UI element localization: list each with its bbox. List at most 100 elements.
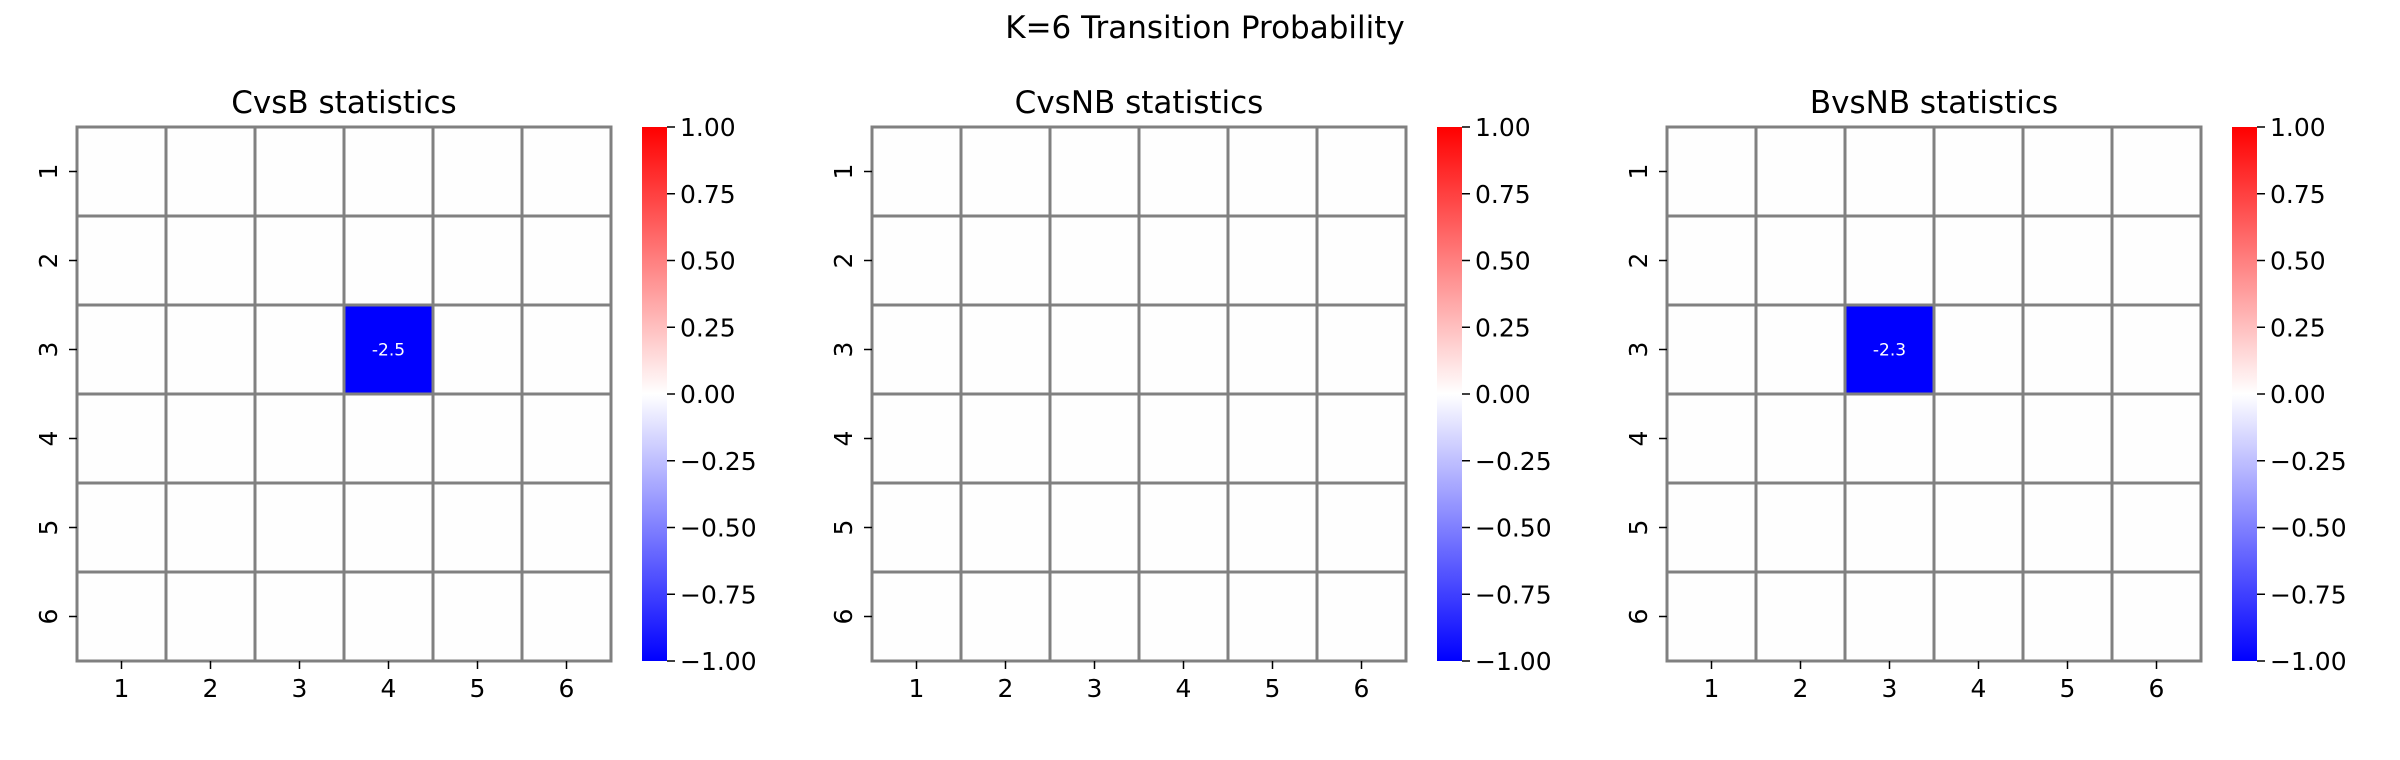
y-tick-label: 1	[34, 164, 63, 180]
heatmap-cell	[1843, 125, 1936, 218]
x-tick-label: 2	[1793, 674, 1809, 703]
heatmap-cell	[1932, 570, 2025, 663]
heatmap-cell	[253, 303, 346, 396]
heatmap-cell	[1754, 125, 1847, 218]
heatmap-cell	[1226, 125, 1319, 218]
heatmap-cell	[2021, 481, 2114, 574]
heatmap-cell	[959, 392, 1052, 485]
heatmap-cell	[164, 125, 257, 218]
heatmap-cell	[1315, 481, 1408, 574]
heatmap-cell	[870, 481, 963, 574]
heatmap-cell	[164, 481, 257, 574]
y-tick-label: 4	[829, 431, 858, 447]
y-tick-label: 4	[1624, 431, 1653, 447]
heatmap-cell	[1932, 392, 2025, 485]
heatmap-cell	[342, 392, 435, 485]
y-tick-label: 3	[34, 342, 63, 358]
heatmap-cell	[1048, 125, 1141, 218]
colorbar-tick-label: −0.75	[1475, 580, 1552, 609]
x-tick-label: 6	[559, 674, 575, 703]
colorbar-tick-label: −0.25	[680, 447, 757, 476]
y-tick-label: 3	[1624, 342, 1653, 358]
heatmap-cell	[431, 481, 524, 574]
heatmap-cell	[1843, 570, 1936, 663]
colorbar-tick-label: 0.25	[1475, 313, 1531, 342]
heatmap-cell	[870, 570, 963, 663]
heatmap-cell	[959, 125, 1052, 218]
heatmap-cell	[1754, 570, 1847, 663]
colorbar-tick-label: −0.50	[1475, 514, 1552, 543]
heatmap-cell	[1137, 125, 1230, 218]
colorbar-tick-label: 0.25	[680, 313, 736, 342]
colorbar-tick-label: 1.00	[1475, 113, 1531, 142]
colorbar-tick-label: 1.00	[680, 113, 736, 142]
heatmap-cell	[1048, 303, 1141, 396]
heatmap-cell	[2021, 214, 2114, 307]
heatmap-cell	[1226, 214, 1319, 307]
heatmap-cell	[1137, 570, 1230, 663]
heatmap-cell	[2110, 481, 2203, 574]
heatmap-cell	[1932, 214, 2025, 307]
x-tick-label: 1	[114, 674, 130, 703]
heatmap-cell	[2110, 303, 2203, 396]
heatmap-cell	[520, 125, 613, 218]
heatmap-cell	[870, 214, 963, 307]
heatmap-cell	[2021, 392, 2114, 485]
heatmap-cell	[253, 214, 346, 307]
colorbar-tick-label: 0.75	[2270, 180, 2326, 209]
heatmap-cell	[520, 303, 613, 396]
heatmap-cell	[870, 125, 963, 218]
y-tick-label: 2	[1624, 253, 1653, 269]
heatmap-cell	[1843, 392, 1936, 485]
y-tick-label: 3	[829, 342, 858, 358]
heatmap-cell	[253, 125, 346, 218]
heatmap-cell	[75, 214, 168, 307]
heatmap-cell	[75, 125, 168, 218]
colorbar	[642, 127, 667, 661]
heatmap-cell	[2110, 214, 2203, 307]
heatmap-cell	[1315, 303, 1408, 396]
heatmap-frame	[1666, 126, 2202, 662]
colorbar-tick-label: −0.50	[2270, 514, 2347, 543]
heatmap-frame	[76, 126, 612, 662]
heatmap-cell	[1137, 392, 1230, 485]
heatmap-cell	[164, 392, 257, 485]
heatmap-cell	[1048, 570, 1141, 663]
heatmap-cell	[253, 481, 346, 574]
heatmap-cell	[2110, 125, 2203, 218]
heatmap-cell	[1932, 125, 2025, 218]
heatmap-cell	[1226, 392, 1319, 485]
heatmap-cell	[1665, 392, 1758, 485]
y-tick-label: 5	[1624, 520, 1653, 536]
colorbar	[1437, 127, 1462, 661]
heatmap-cell	[2021, 303, 2114, 396]
heatmap-cell	[1754, 214, 1847, 307]
heatmap-cell	[2110, 570, 2203, 663]
x-tick-label: 4	[1971, 674, 1987, 703]
heatmap-cell	[1315, 214, 1408, 307]
heatmap-cell	[342, 125, 435, 218]
heatmap-cell	[431, 570, 524, 663]
y-tick-label: 4	[34, 431, 63, 447]
x-tick-label: 2	[998, 674, 1014, 703]
heatmap-cell	[1843, 214, 1936, 307]
y-tick-label: 5	[829, 520, 858, 536]
x-tick-label: 6	[1354, 674, 1370, 703]
heatmap-cell	[520, 392, 613, 485]
figure-title: K=6 Transition Probability	[1005, 10, 1405, 46]
heatmap-cell	[75, 392, 168, 485]
colorbar-tick-label: −1.00	[2270, 647, 2347, 676]
heatmap-cell	[342, 214, 435, 307]
heatmap-cell	[1665, 214, 1758, 307]
heatmap-panel: CvsNB statistics 1 2 3 4 5 6 1 2 3 4 5 6 1.00 0.75 0.50…	[829, 85, 1552, 703]
colorbar-tick-label: 0.75	[680, 180, 736, 209]
heatmap-cell	[431, 125, 524, 218]
heatmap-cell	[1226, 481, 1319, 574]
heatmap-cell	[164, 303, 257, 396]
heatmap-cell	[1048, 392, 1141, 485]
cell-value-label: -2.3	[1873, 341, 1906, 361]
heatmap-cell-highlighted	[342, 303, 435, 396]
colorbar-tick-label: 0.50	[2270, 247, 2326, 276]
colorbar-tick-label: 0.00	[2270, 380, 2326, 409]
